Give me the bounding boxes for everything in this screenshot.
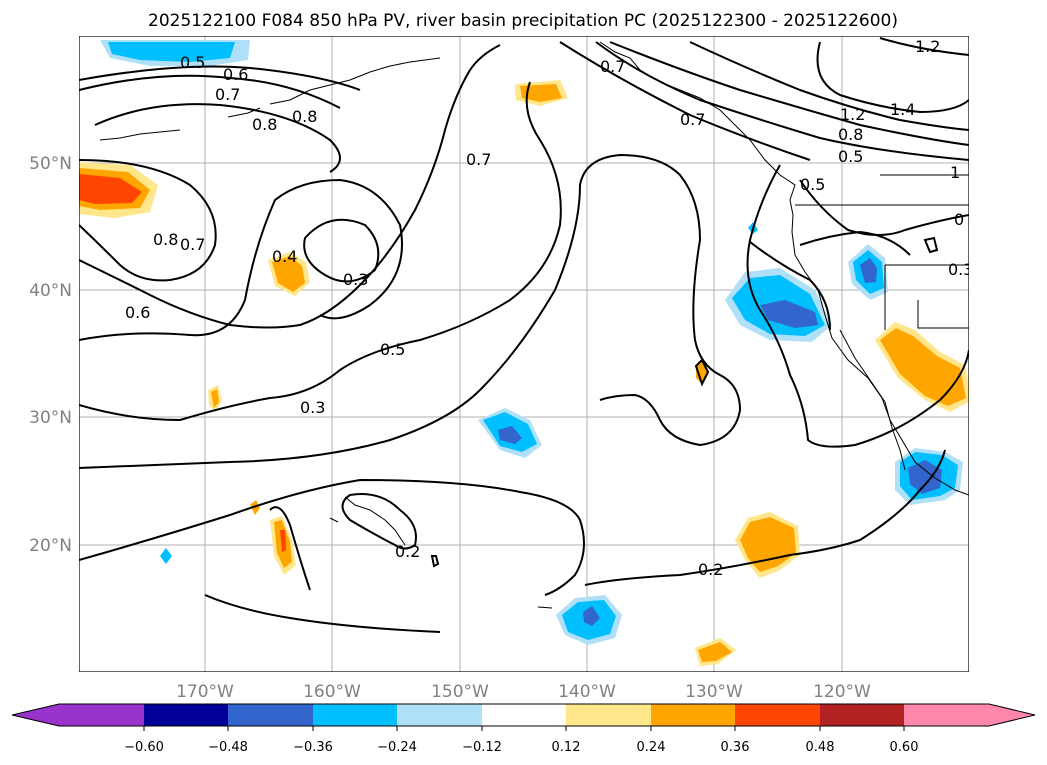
- contour-label: 1.2: [915, 37, 940, 56]
- colorbar-tick-label: 0.12: [552, 740, 581, 755]
- colorbar-segment: [482, 704, 566, 726]
- contour-label: 0: [954, 210, 964, 229]
- contour-line: [923, 236, 939, 254]
- colorbar-outline: [11, 703, 1036, 727]
- contour-line: [799, 230, 911, 256]
- contour-label: 0.7: [215, 85, 240, 104]
- colorbar-segment: [228, 704, 313, 726]
- lon-label: 170°W: [176, 682, 234, 702]
- contour-line: [79, 65, 361, 91]
- colorbar-tick-label: −0.24: [377, 740, 417, 755]
- contour-label: 0.2: [698, 560, 723, 579]
- contour-line: [341, 493, 417, 550]
- precip-fills: [79, 40, 969, 666]
- contour-label: 0.8: [838, 125, 863, 144]
- contour-label: 0.2: [395, 542, 420, 561]
- contour-line: [816, 41, 969, 114]
- contour-label: 0.3: [343, 270, 368, 289]
- contour-label: 1.4: [890, 100, 915, 119]
- colorbar-segment: [904, 704, 989, 726]
- contour-line: [609, 41, 969, 146]
- contour-label: 0.7: [600, 57, 625, 76]
- contour-line: [94, 103, 341, 173]
- contour-label: 0.8: [252, 115, 277, 134]
- pv-contours: [79, 37, 969, 633]
- lon-labels: 170°W 160°W 150°W 140°W 130°W 120°W: [176, 682, 871, 702]
- contour-label: 0.7: [680, 110, 705, 129]
- contour-label: 0.8: [292, 107, 317, 126]
- contour-label: 0.5: [180, 53, 205, 72]
- contour-label: 0.7: [180, 235, 205, 254]
- contour-line: [79, 153, 742, 469]
- contour-label: 0.4: [272, 247, 297, 266]
- contour-line: [584, 449, 946, 586]
- contour-label: 0.8: [153, 230, 178, 249]
- contour-label: 1: [950, 163, 960, 182]
- lon-label: 150°W: [431, 682, 489, 702]
- contour-line: [79, 178, 403, 341]
- contour-line: [79, 81, 562, 422]
- contour-line: [204, 594, 441, 633]
- contour-label: 0.6: [125, 303, 150, 322]
- lat-labels: 50°N 40°N 30°N 20°N: [29, 154, 72, 556]
- contour-line: [79, 159, 217, 282]
- colorbar-segment: [820, 704, 904, 726]
- contour-label: 0.5: [800, 175, 825, 194]
- contour-line: [303, 218, 380, 283]
- colorbar-segment: [144, 704, 228, 726]
- contour-label: 0.5: [380, 340, 405, 359]
- contour-line: [694, 358, 710, 387]
- contour-label: 0.5: [838, 147, 863, 166]
- lat-label: 20°N: [29, 536, 72, 556]
- colorbar-tick-label: −0.48: [208, 740, 248, 755]
- lat-label: 40°N: [29, 281, 72, 301]
- map-title: 2025122100 F084 850 hPa PV, river basin …: [148, 11, 898, 31]
- lon-label: 140°W: [558, 682, 616, 702]
- contour-label: 1.2: [840, 105, 865, 124]
- colorbar-tick-label: 0.24: [637, 740, 666, 755]
- lon-label: 160°W: [303, 682, 361, 702]
- contour-line: [79, 74, 341, 109]
- contour-line: [79, 478, 585, 596]
- colorbar-segment: [397, 704, 482, 726]
- contour-line: [430, 555, 440, 568]
- lon-label: 130°W: [685, 682, 743, 702]
- contour-label: 0.6: [223, 65, 248, 84]
- lat-label: 30°N: [29, 408, 72, 428]
- plot-area: 0.5 0.6 0.7 0.8 0.8 0.8 0.7 0.7 0.6 0.4 …: [79, 36, 973, 672]
- colorbar-segment: [735, 704, 820, 726]
- contour-label: 0.3: [300, 398, 325, 417]
- lon-label: 120°W: [813, 682, 871, 702]
- colorbar-segment: [651, 704, 735, 726]
- colorbar-extend-left: [12, 704, 59, 726]
- colorbar-tick-label: 0.60: [890, 740, 919, 755]
- contour-label: 0.3: [948, 260, 973, 279]
- colorbar-tick-label: 0.48: [806, 740, 835, 755]
- lat-label: 50°N: [29, 154, 72, 174]
- colorbar-segment: [566, 704, 651, 726]
- colorbar-tick-label: −0.60: [124, 740, 164, 755]
- contour-line: [879, 37, 969, 56]
- colorbar-segment: [313, 704, 397, 726]
- contour-line: [689, 41, 969, 131]
- colorbar-segment: [59, 704, 144, 726]
- colorbar: −0.60 −0.48 −0.36 −0.24 −0.12 0.12 0.24 …: [11, 703, 1036, 755]
- colorbar-extend-right: [989, 704, 1035, 726]
- colorbar-tick-label: −0.12: [462, 740, 502, 755]
- contour-line: [746, 164, 969, 448]
- contour-line: [559, 41, 811, 161]
- contour-line: [79, 44, 501, 329]
- contour-labels: 0.5 0.6 0.7 0.8 0.8 0.8 0.7 0.7 0.6 0.4 …: [125, 37, 973, 579]
- contour-label: 0.7: [466, 150, 491, 169]
- contour-line: [749, 241, 831, 331]
- contour-line: [269, 506, 311, 591]
- colorbar-tick-label: −0.36: [293, 740, 333, 755]
- contour-line: [595, 41, 969, 161]
- colorbar-tick-label: 0.36: [721, 740, 750, 755]
